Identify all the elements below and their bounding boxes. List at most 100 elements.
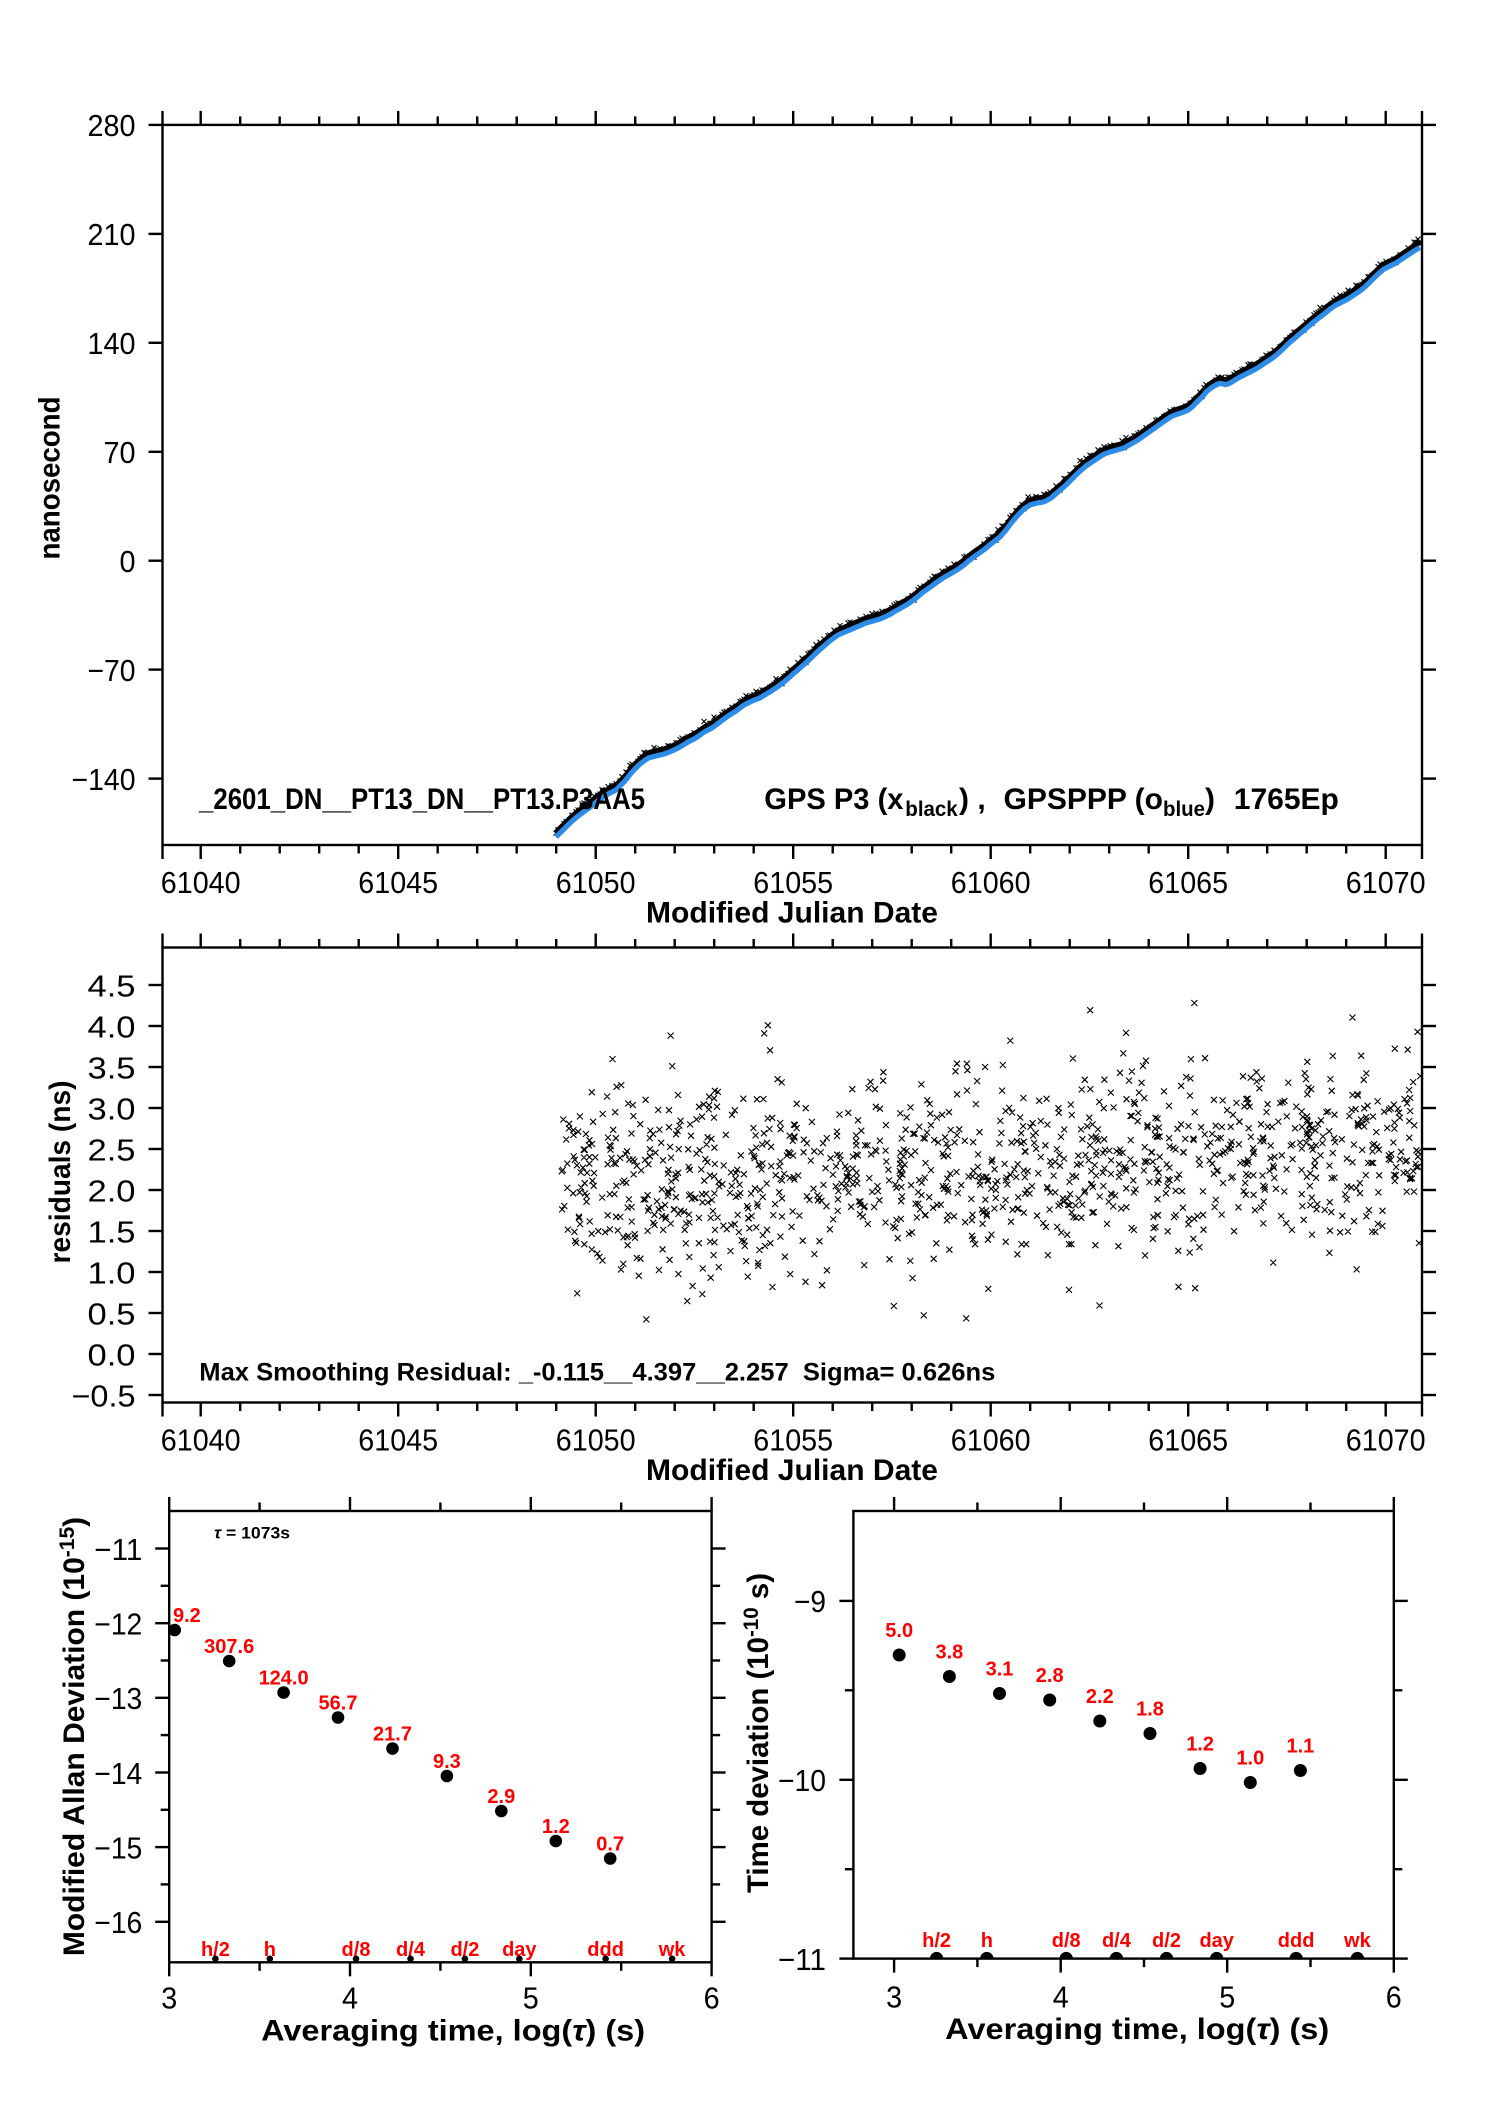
svg-text:Averaging time, log(τ) (s): Averaging time, log(τ) (s) <box>261 2014 645 2047</box>
svg-text:61060: 61060 <box>951 866 1031 900</box>
svg-text:1.2: 1.2 <box>1186 1734 1214 1756</box>
svg-text:0.5: 0.5 <box>88 1297 136 1331</box>
svg-text:−16: −16 <box>94 1906 142 1940</box>
svg-text:4: 4 <box>1053 1981 1069 2015</box>
svg-text:0: 0 <box>120 545 136 579</box>
svg-text:h/2: h/2 <box>201 1939 230 1961</box>
svg-text:Modified Julian Date: Modified Julian Date <box>646 1454 938 1487</box>
svg-text:h/2: h/2 <box>922 1930 951 1952</box>
svg-text:black: black <box>905 798 958 821</box>
svg-text:61070: 61070 <box>1346 866 1426 900</box>
svg-text:5.0: 5.0 <box>885 1620 913 1642</box>
svg-text:61045: 61045 <box>358 1424 438 1458</box>
svg-text:61055: 61055 <box>753 1424 833 1458</box>
svg-text:61040: 61040 <box>161 1424 241 1458</box>
svg-text:d/2: d/2 <box>1152 1930 1181 1952</box>
svg-text:Averaging time, log(τ) (s): Averaging time, log(τ) (s) <box>945 2013 1329 2046</box>
svg-text:4.5: 4.5 <box>88 969 136 1003</box>
svg-text:−11: −11 <box>94 1533 142 1567</box>
svg-text:1.5: 1.5 <box>88 1215 136 1249</box>
svg-text:Max Smoothing Residual: _-0.11: Max Smoothing Residual: _-0.115__4.397__… <box>199 1359 995 1387</box>
svg-text:3.8: 3.8 <box>935 1642 963 1664</box>
svg-text:1765Ep: 1765Ep <box>1234 783 1339 816</box>
svg-text:9.3: 9.3 <box>433 1751 461 1773</box>
svg-text:day: day <box>502 1939 537 1961</box>
svg-text:2.0: 2.0 <box>88 1174 136 1208</box>
svg-text:blue: blue <box>1163 798 1205 821</box>
svg-text:−140: −140 <box>72 763 136 797</box>
svg-text:0.7: 0.7 <box>596 1834 624 1856</box>
svg-text:h: h <box>981 1930 993 1952</box>
svg-text:21.7: 21.7 <box>373 1724 412 1746</box>
svg-text:−14: −14 <box>94 1757 142 1791</box>
svg-text:2.5: 2.5 <box>88 1133 136 1167</box>
svg-text:): ) <box>1205 783 1215 816</box>
svg-text:ddd: ddd <box>1278 1930 1315 1952</box>
svg-text:2.2: 2.2 <box>1086 1686 1114 1708</box>
svg-text:1.0: 1.0 <box>88 1256 136 1290</box>
svg-text:d/4: d/4 <box>1102 1930 1132 1952</box>
svg-text:d/2: d/2 <box>450 1939 479 1961</box>
svg-text:124.0: 124.0 <box>259 1668 309 1690</box>
svg-text:_2601_DN__PT13_DN__PT13.P3AA5: _2601_DN__PT13_DN__PT13.P3AA5 <box>198 783 645 816</box>
svg-text:wk: wk <box>658 1939 687 1961</box>
svg-text:5: 5 <box>523 1981 539 2015</box>
svg-text:−12: −12 <box>94 1608 142 1642</box>
svg-text:−10: −10 <box>778 1764 826 1798</box>
svg-text:61065: 61065 <box>1148 866 1228 900</box>
svg-text:ddd: ddd <box>587 1939 624 1961</box>
svg-text:−70: −70 <box>88 654 136 688</box>
svg-text:) ,: ) , <box>959 783 986 816</box>
svg-text:6: 6 <box>1386 1981 1402 2015</box>
svg-text:3: 3 <box>886 1981 902 2015</box>
svg-text:residuals (ns): residuals (ns) <box>44 1081 77 1264</box>
svg-text:280: 280 <box>88 109 136 143</box>
svg-text:1.8: 1.8 <box>1136 1699 1164 1721</box>
svg-text:Modified Julian Date: Modified Julian Date <box>646 897 938 930</box>
svg-text:1.1: 1.1 <box>1286 1736 1314 1758</box>
svg-text:GPSPPP (o: GPSPPP (o <box>1004 783 1164 816</box>
svg-text:day: day <box>1199 1930 1234 1952</box>
svg-text:61070: 61070 <box>1346 1424 1426 1458</box>
svg-text:9.2: 9.2 <box>173 1605 201 1627</box>
svg-text:τ = 1073s: τ = 1073s <box>214 1524 290 1543</box>
svg-text:61065: 61065 <box>1148 1424 1228 1458</box>
svg-text:4: 4 <box>342 1981 358 2015</box>
svg-text:−0.5: −0.5 <box>72 1379 136 1413</box>
svg-text:1.2: 1.2 <box>542 1816 570 1838</box>
svg-text:61050: 61050 <box>556 1424 636 1458</box>
svg-text:GPS P3 (x: GPS P3 (x <box>764 783 903 816</box>
svg-text:−13: −13 <box>94 1682 142 1716</box>
svg-text:61040: 61040 <box>161 866 241 900</box>
svg-text:61045: 61045 <box>358 866 438 900</box>
svg-text:d/4: d/4 <box>396 1939 426 1961</box>
svg-text:−11: −11 <box>778 1943 826 1977</box>
svg-text:61055: 61055 <box>753 866 833 900</box>
svg-text:140: 140 <box>88 327 136 361</box>
svg-text:nanosecond: nanosecond <box>34 397 67 560</box>
svg-text:210: 210 <box>88 218 136 252</box>
svg-text:d/8: d/8 <box>1052 1930 1081 1952</box>
svg-text:Modified Allan Deviation (10-1: Modified Allan Deviation (10-15) <box>56 1517 91 1956</box>
svg-text:d/8: d/8 <box>342 1939 371 1961</box>
svg-text:3: 3 <box>161 1981 177 2015</box>
svg-text:0.0: 0.0 <box>88 1338 136 1372</box>
svg-text:1.0: 1.0 <box>1236 1748 1264 1770</box>
svg-text:61060: 61060 <box>951 1424 1031 1458</box>
svg-text:2.9: 2.9 <box>487 1786 515 1808</box>
svg-text:56.7: 56.7 <box>319 1693 358 1715</box>
svg-text:h: h <box>264 1939 276 1961</box>
svg-text:3.1: 3.1 <box>986 1659 1014 1681</box>
svg-text:61050: 61050 <box>556 866 636 900</box>
svg-text:−15: −15 <box>94 1831 142 1865</box>
svg-text:2.8: 2.8 <box>1036 1665 1064 1687</box>
svg-text:6: 6 <box>704 1981 720 2015</box>
svg-text:5: 5 <box>1219 1981 1235 2015</box>
svg-text:3.0: 3.0 <box>88 1092 136 1126</box>
svg-text:4.0: 4.0 <box>88 1010 136 1044</box>
svg-text:3.5: 3.5 <box>88 1051 136 1085</box>
svg-text:−9: −9 <box>794 1585 826 1619</box>
svg-text:wk: wk <box>1343 1930 1372 1952</box>
svg-text:307.6: 307.6 <box>204 1636 254 1658</box>
svg-text:70: 70 <box>104 436 136 470</box>
